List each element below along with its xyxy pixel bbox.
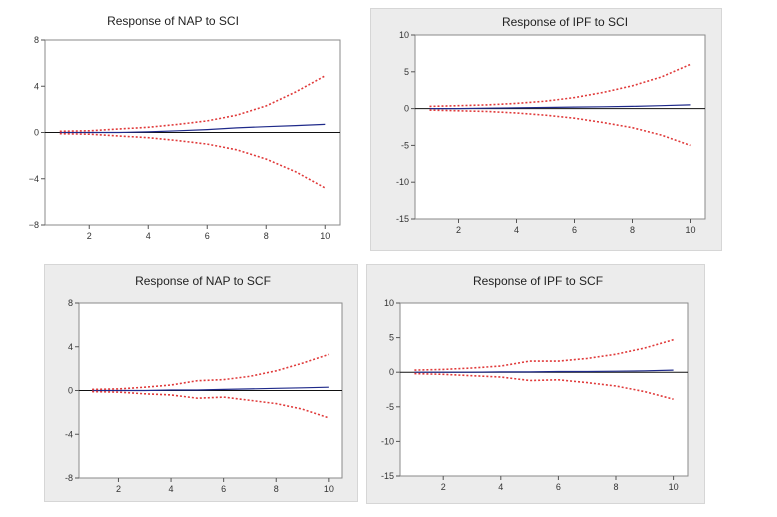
- lower-confidence-band: [59, 132, 326, 189]
- y-tick-label: 8: [34, 35, 39, 45]
- x-tick-label: 2: [116, 484, 121, 494]
- y-tick-label: 5: [404, 67, 409, 77]
- y-tick-label: 4: [68, 342, 73, 352]
- x-tick-label: 6: [556, 482, 561, 492]
- chart-svg-ipf-sci: Response of IPF to SCI 10 5 0 -5 -10 -15 2 4 6 8 10: [396, 15, 706, 235]
- chart-title: Response of IPF to SCF: [473, 274, 603, 288]
- chart-panel-nap-sci: Response of NAP to SCI 8 4 0 −4 −8 2 4 6 8 10: [0, 8, 357, 241]
- plot-area: [414, 34, 706, 220]
- x-tick-label: 2: [441, 482, 446, 492]
- impulse-response-line: [414, 369, 674, 373]
- chart-svg-nap-scf: Response of NAP to SCF 8 4 0 -4 -8 2 4 6 8 10: [65, 274, 343, 494]
- y-tick-label: −8: [29, 220, 39, 230]
- y-tick-label: -15: [381, 471, 394, 481]
- x-tick-label: 8: [264, 231, 269, 241]
- x-tick-label: 4: [169, 484, 174, 494]
- x-tick-label: 6: [221, 484, 226, 494]
- x-tick-label: 4: [498, 482, 503, 492]
- impulse-response-line: [92, 386, 329, 392]
- y-tick-label: 10: [399, 30, 409, 40]
- y-tick-label: -10: [396, 177, 409, 187]
- x-tick-label: 8: [613, 482, 618, 492]
- lower-confidence-band: [414, 372, 674, 400]
- y-tick-label: -15: [396, 214, 409, 224]
- chart-panel-ipf-scf: Response of IPF to SCF 10 5 0 -5 -10 -15 2 4 6 8 10: [366, 264, 705, 504]
- y-tick-label: -10: [381, 436, 394, 446]
- y-tick-label: 0: [389, 367, 394, 377]
- x-tick-label: 4: [146, 231, 151, 241]
- x-tick-label: 10: [324, 484, 334, 494]
- y-tick-label: -5: [386, 402, 394, 412]
- x-tick-label: 10: [669, 482, 679, 492]
- x-tick-label: 6: [572, 225, 577, 235]
- x-tick-label: 4: [514, 225, 519, 235]
- y-tick-label: 0: [68, 386, 73, 396]
- x-tick-label: 2: [87, 231, 92, 241]
- x-tick-label: 2: [456, 225, 461, 235]
- y-tick-label: 10: [384, 298, 394, 308]
- y-tick-label: -8: [65, 473, 73, 483]
- x-tick-label: 8: [274, 484, 279, 494]
- chart-panel-ipf-sci: Response of IPF to SCI 10 5 0 -5 -10 -15 2 4 6 8 10: [370, 8, 722, 251]
- y-tick-label: 5: [389, 333, 394, 343]
- chart-title: Response of NAP to SCF: [135, 274, 271, 288]
- impulse-response-line: [59, 123, 326, 134]
- x-tick-label: 6: [205, 231, 210, 241]
- y-tick-label: 0: [34, 128, 39, 138]
- chart-title: Response of NAP to SCI: [107, 14, 239, 28]
- x-tick-label: 10: [320, 231, 330, 241]
- chart-svg-ipf-scf: Response of IPF to SCF 10 5 0 -5 -10 -15 2 4 6 8 10: [381, 274, 689, 492]
- chart-svg-nap-sci: Response of NAP to SCI 8 4 0 −4 −8 2 4 6 8 10: [29, 14, 341, 241]
- impulse-response-line: [429, 104, 691, 110]
- y-tick-label: 8: [68, 298, 73, 308]
- x-tick-label: 8: [630, 225, 635, 235]
- y-tick-label: -4: [65, 429, 73, 439]
- y-tick-label: 4: [34, 81, 39, 91]
- chart-title: Response of IPF to SCI: [502, 15, 628, 29]
- plot-area: [399, 302, 689, 477]
- x-tick-label: 10: [685, 225, 695, 235]
- y-tick-label: -5: [401, 140, 409, 150]
- y-tick-label: −4: [29, 174, 39, 184]
- y-tick-label: 0: [404, 104, 409, 114]
- upper-confidence-band: [59, 75, 326, 133]
- upper-confidence-band: [414, 338, 674, 371]
- chart-panel-nap-scf: Response of NAP to SCF 8 4 0 -4 -8 2 4 6 8 10: [44, 264, 358, 502]
